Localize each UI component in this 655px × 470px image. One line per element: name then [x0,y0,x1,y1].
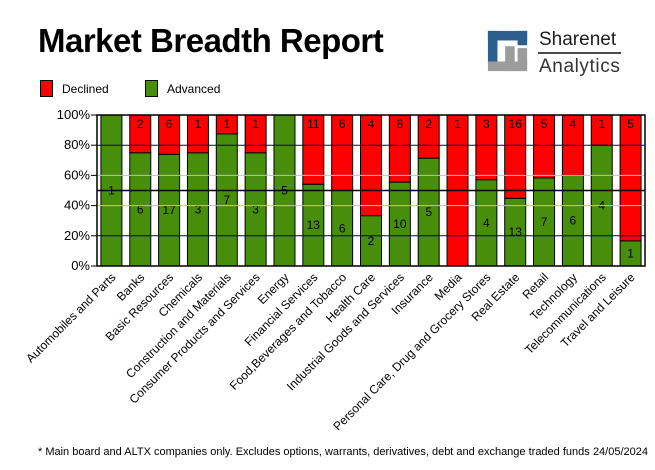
plot-border [96,114,646,267]
logo-brand-sub: Analytics [539,56,621,77]
declined-count-label: 4 [570,117,577,131]
advanced-count-label: 6 [570,214,577,228]
y-axis-tick-label: 100% [57,107,91,122]
advanced-count-label: 3 [195,202,202,216]
advanced-count-label: 4 [483,216,490,230]
advanced-count-label: 13 [509,225,523,239]
advanced-count-label: 17 [162,203,176,217]
advanced-swatch [145,80,158,97]
advanced-label: Advanced [167,81,221,96]
advanced-count-label: 6 [137,202,144,216]
declined-swatch [40,80,53,97]
advanced-count-label: 3 [252,202,259,216]
advanced-count-label: 5 [425,205,432,219]
declined-label: Declined [62,81,109,96]
declined-count-label: 5 [627,117,634,131]
declined-count-label: 8 [396,117,403,131]
sharenet-logo-text: Sharenet Analytics [538,28,622,78]
legend-item-declined: Declined [40,80,109,97]
advanced-count-label: 1 [627,246,634,260]
bar-declined [619,114,642,242]
category-label: Automobiles and Parts [23,270,118,365]
sharenet-logo: Sharenet Analytics [486,28,622,78]
advanced-count-label: 10 [393,217,407,231]
declined-count-label: 1 [223,117,230,131]
sharenet-logo-icon [487,30,528,72]
declined-count-label: 5 [541,117,548,131]
declined-count-label: 4 [368,117,375,131]
declined-count-label: 1 [454,117,461,131]
declined-count-label: 3 [483,117,490,131]
page-title: Market Breadth Report [38,22,384,59]
legend-item-advanced: Advanced [145,80,220,97]
y-axis-tick-label: 60% [64,167,90,182]
declined-count-label: 16 [509,117,523,131]
declined-count-label: 1 [195,117,202,131]
footnote: * Main board and ALTX companies only. Ex… [38,446,590,458]
advanced-count-label: 7 [541,215,548,229]
y-axis-tick-label: 0% [71,258,90,273]
advanced-count-label: 13 [307,218,321,232]
declined-count-label: 11 [307,117,320,131]
declined-count-label: 1 [252,117,259,131]
market-breadth-chart: 0% 20% 40% 60% 80% 100% 1 Automobiles and Parts… [23,107,646,433]
declined-count-label: 6 [166,117,173,131]
y-axis-tick-label: 20% [64,228,90,243]
advanced-count-label: 2 [368,234,375,248]
report-date: 24/05/2024 [592,446,648,458]
advanced-count-label: 7 [223,193,230,207]
y-axis-tick-label: 80% [64,137,90,152]
declined-count-label: 6 [339,117,346,131]
declined-count-label: 2 [425,117,432,131]
logo-brand-name: Sharenet [538,28,622,54]
declined-count-label: 2 [137,117,144,131]
y-axis-tick-label: 40% [64,198,90,213]
advanced-count-label: 6 [339,221,346,235]
declined-count-label: 1 [598,117,605,131]
